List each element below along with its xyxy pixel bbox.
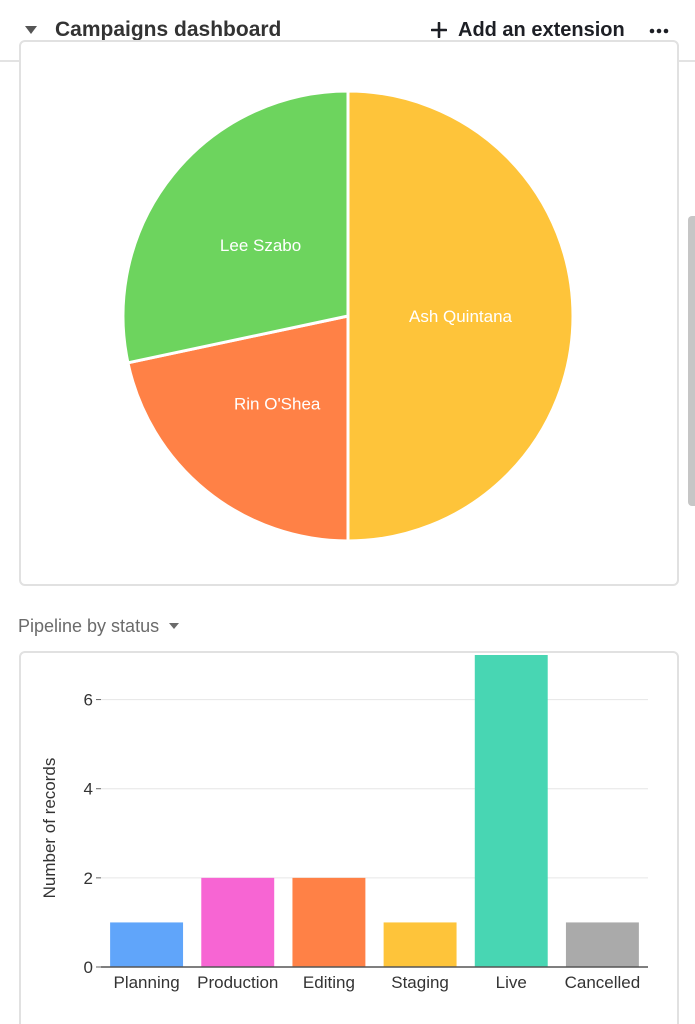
- x-tick-label-staging: Staging: [391, 973, 449, 992]
- x-tick-label-cancelled: Cancelled: [565, 973, 641, 992]
- y-tick-label: 4: [84, 780, 93, 799]
- y-axis-label: Number of records: [40, 758, 59, 899]
- y-tick-label: 6: [84, 691, 93, 710]
- bar-editing[interactable]: [292, 877, 366, 967]
- pie-label-rin-o-shea: Rin O'Shea: [234, 394, 321, 413]
- add-extension-label: Add an extension: [458, 18, 625, 41]
- bar-live[interactable]: [474, 655, 548, 967]
- pie-slice-lee-szabo[interactable]: [121, 89, 350, 365]
- bar-production[interactable]: [201, 877, 275, 967]
- bar-planning[interactable]: [110, 922, 184, 967]
- pipeline-section-header[interactable]: Pipeline by status: [18, 613, 180, 639]
- bar-chart: 0 2 4 6 Planning Production Editing Staging Live…: [40, 655, 648, 992]
- pie-label-ash-quintana: Ash Quintana: [409, 307, 513, 326]
- bar-cancelled[interactable]: [565, 922, 639, 967]
- pie-slice-ash-quintana[interactable]: [346, 89, 575, 543]
- x-tick-label-production: Production: [197, 973, 278, 992]
- x-tick-label-editing: Editing: [303, 973, 355, 992]
- more-options-button[interactable]: [644, 16, 674, 44]
- y-tick-label: 2: [84, 869, 93, 888]
- pie-chart: Ash Quintana Rin O'Shea Lee Szabo: [121, 89, 575, 543]
- scrollbar-thumb[interactable]: [688, 216, 695, 506]
- x-tick-label-live: Live: [496, 973, 527, 992]
- bar-staging[interactable]: [383, 922, 457, 967]
- pipeline-section-title: Pipeline by status: [18, 615, 160, 636]
- collapse-toggle[interactable]: [22, 22, 40, 40]
- add-extension-button[interactable]: Add an extension: [430, 16, 625, 44]
- pie-slice-rin-o-shea[interactable]: [126, 314, 350, 543]
- caret-down-icon: [168, 617, 180, 635]
- dashboard-title: Campaigns dashboard: [55, 18, 282, 41]
- plus-icon: [430, 21, 448, 39]
- y-tick-label: 0: [84, 958, 93, 977]
- pie-label-lee-szabo: Lee Szabo: [220, 236, 301, 255]
- more-horizontal-icon: [649, 21, 669, 39]
- caret-down-icon: [24, 22, 38, 40]
- x-tick-label-planning: Planning: [113, 973, 179, 992]
